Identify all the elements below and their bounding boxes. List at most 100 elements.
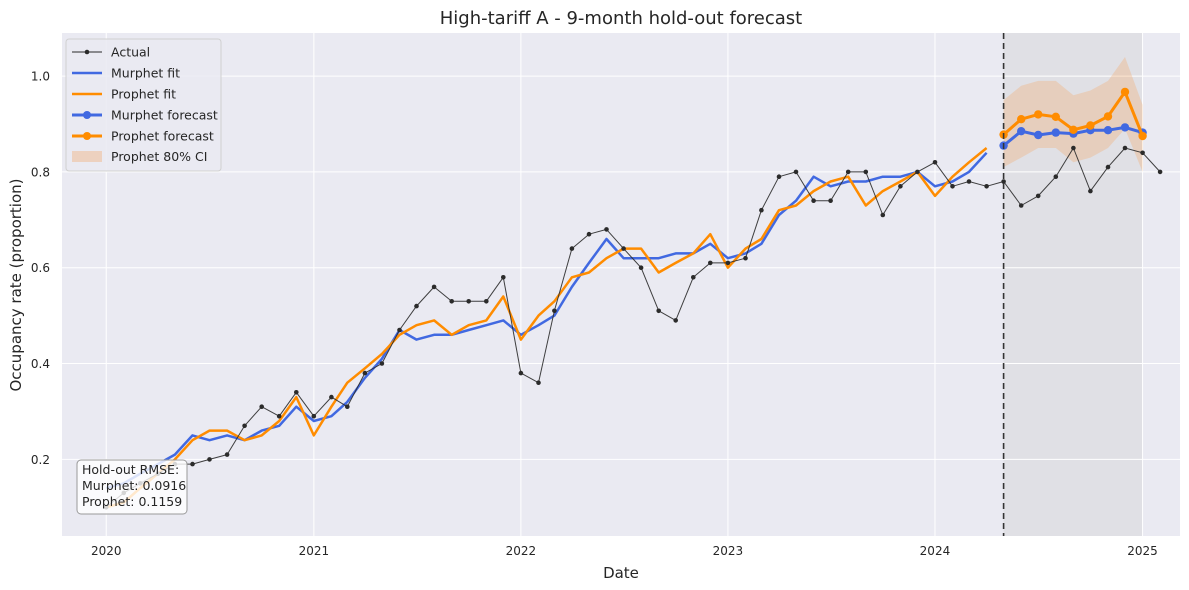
point-actual	[569, 246, 575, 251]
legend-marker-actual	[84, 49, 90, 55]
legend-label-murphet-fit: Murphet fit	[111, 66, 180, 81]
point-actual	[898, 184, 903, 189]
point-actual	[484, 299, 489, 304]
point-actual	[329, 394, 334, 400]
point-prophet-forecast	[1051, 112, 1061, 122]
point-actual	[1053, 174, 1059, 179]
point-actual	[621, 246, 626, 251]
point-prophet-forecast	[1120, 87, 1130, 97]
y-tick-label: 0.2	[31, 453, 50, 467]
point-actual	[362, 370, 368, 376]
point-actual	[1018, 203, 1024, 208]
tick-labels: 2020 2021 2022 2023 2024 2025 0.2 0.4 0.6 0.8 1.0	[31, 70, 1158, 558]
legend: Actual Murphet fit Prophet fit Murphet f…	[65, 38, 222, 172]
legend-swatch-ci	[72, 151, 102, 162]
point-actual	[276, 413, 282, 419]
ci-band	[1003, 57, 1143, 172]
point-actual	[311, 413, 317, 419]
point-actual	[708, 260, 713, 266]
rmse-frame	[76, 459, 188, 515]
legend-label-prophet-forecast: Prophet forecast	[111, 129, 214, 144]
x-tick-label: 2023	[713, 544, 744, 558]
rmse-title: Hold-out RMSE:	[82, 462, 179, 477]
x-axis-label: Date	[603, 564, 639, 582]
series-line-actual	[105, 147, 1161, 508]
plot-area	[62, 33, 1180, 536]
y-tick-label: 0.8	[31, 165, 50, 179]
point-actual	[880, 212, 886, 218]
point-actual	[259, 404, 265, 410]
rmse-annotation: Hold-out RMSE: Murphet: 0.0916 Prophet: …	[76, 459, 188, 515]
point-actual	[845, 169, 851, 175]
point-actual	[932, 160, 938, 165]
point-actual	[793, 169, 799, 175]
point-actual	[828, 198, 833, 203]
point-actual	[1105, 164, 1111, 170]
point-actual	[915, 169, 920, 175]
series-line-murphet-fit	[105, 151, 988, 490]
point-prophet-forecast	[1086, 121, 1095, 130]
point-actual	[242, 423, 247, 429]
point-actual	[1088, 188, 1093, 194]
point-actual	[345, 404, 350, 410]
point-murphet-forecast	[1120, 123, 1130, 132]
grid	[62, 33, 1180, 536]
point-actual	[984, 184, 989, 189]
legend-frame	[65, 38, 222, 172]
legend-label-murphet-forecast: Murphet forecast	[111, 108, 218, 123]
x-tick-label: 2020	[91, 544, 122, 558]
point-actual	[743, 255, 748, 261]
point-actual	[811, 198, 816, 203]
rmse-murphet: Murphet: 0.0916	[82, 478, 186, 493]
series-line-prophet-fit	[105, 147, 988, 509]
rmse-prophet: Prophet: 0.1159	[82, 494, 182, 509]
point-actual	[656, 308, 661, 314]
point-actual	[966, 179, 972, 184]
point-actual	[1035, 193, 1041, 199]
point-actual	[1122, 145, 1128, 151]
point-prophet-forecast	[1138, 131, 1147, 141]
point-murphet-forecast	[1034, 130, 1043, 140]
point-actual	[466, 299, 472, 304]
x-tick-label: 2025	[1127, 544, 1158, 558]
series-layer	[103, 87, 1163, 510]
y-axis-label: Occupancy rate (proportion)	[7, 179, 25, 392]
point-actual	[604, 227, 609, 232]
point-prophet-forecast	[1017, 115, 1026, 124]
point-actual	[638, 265, 644, 271]
point-actual	[397, 327, 402, 333]
x-tick-label: 2022	[506, 544, 537, 558]
point-actual	[1140, 150, 1145, 156]
point-actual	[776, 174, 782, 179]
legend-label-ci: Prophet 80% CI	[111, 149, 207, 164]
legend-marker-murphet-forecast	[83, 111, 91, 119]
point-actual	[449, 299, 455, 304]
y-tick-label: 1.0	[31, 70, 50, 84]
point-actual	[691, 275, 696, 280]
point-actual	[863, 169, 869, 175]
ci-band-layer	[1003, 57, 1143, 172]
point-prophet-forecast	[1069, 125, 1078, 134]
point-actual	[1071, 145, 1076, 151]
point-actual	[1157, 169, 1163, 175]
point-actual	[431, 284, 437, 290]
point-actual	[552, 308, 557, 314]
point-actual	[207, 457, 212, 462]
legend-label-prophet-fit: Prophet fit	[111, 87, 176, 102]
point-murphet-forecast	[1051, 128, 1061, 137]
legend-label-actual: Actual	[111, 45, 150, 60]
point-murphet-forecast	[1017, 127, 1026, 136]
point-actual	[294, 390, 299, 395]
point-actual	[759, 207, 764, 213]
point-actual	[725, 260, 731, 266]
point-murphet-forecast	[1103, 126, 1113, 135]
x-tick-label: 2024	[920, 544, 951, 558]
point-actual	[536, 380, 541, 386]
chart-title: High-tariff A - 9-month hold-out forecas…	[440, 8, 803, 29]
point-prophet-forecast	[1034, 110, 1043, 119]
point-actual	[586, 231, 592, 237]
point-actual	[950, 184, 955, 189]
point-actual	[501, 275, 506, 280]
x-tick-label: 2021	[299, 544, 330, 558]
